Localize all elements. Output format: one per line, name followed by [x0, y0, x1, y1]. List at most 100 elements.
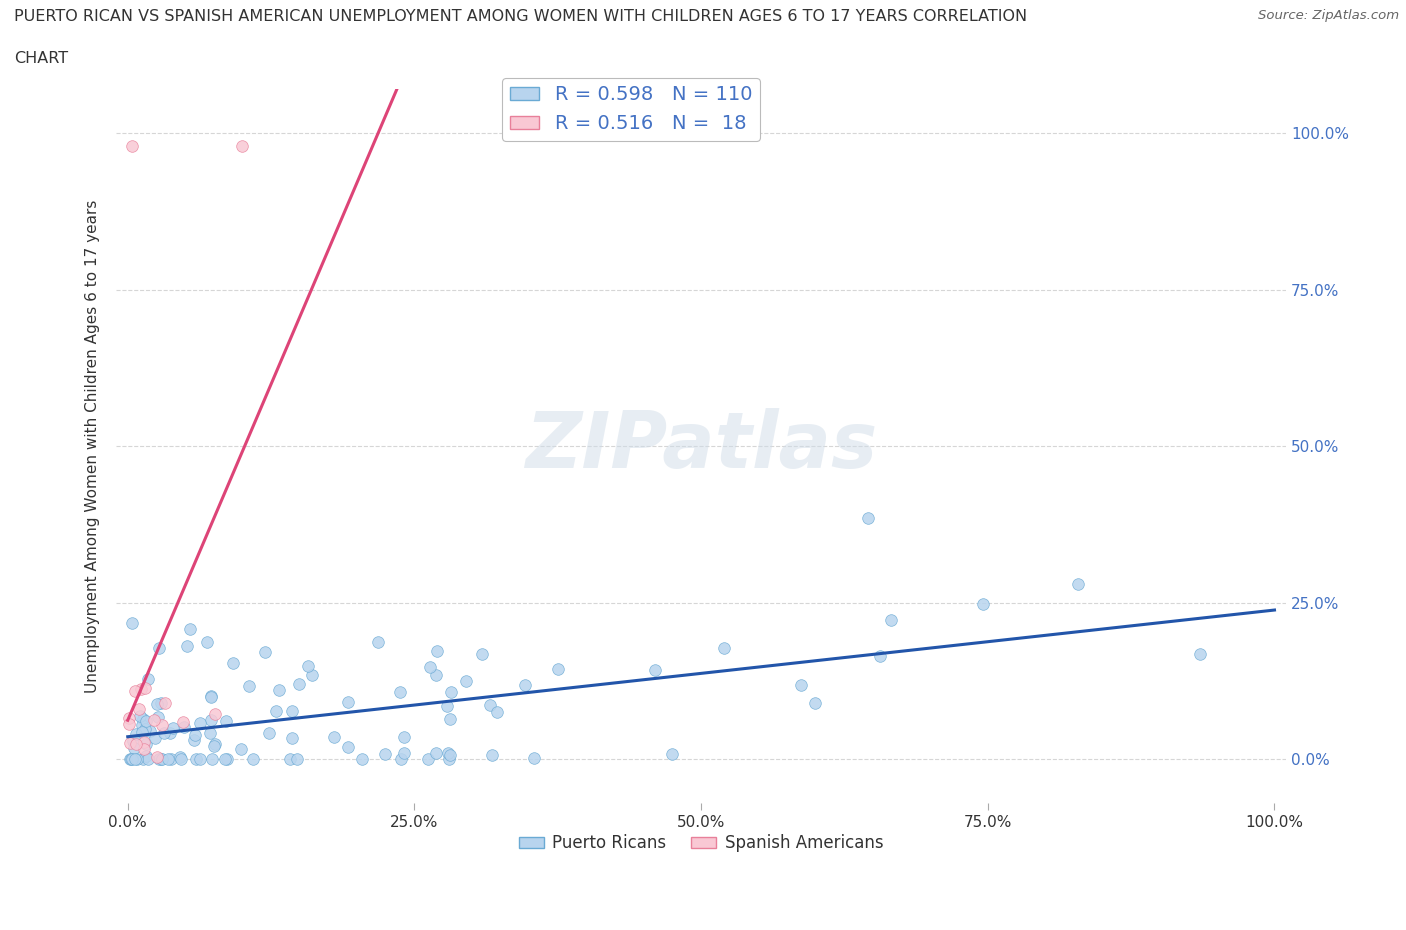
Point: [125, 727, 148, 742]
Point: [183, 732, 205, 747]
Point: [214, 751, 236, 766]
Point: [661, 747, 683, 762]
Point: [389, 751, 412, 766]
Point: [394, 746, 416, 761]
Point: [121, 751, 143, 766]
Point: [229, 741, 252, 756]
Point: [134, 681, 156, 696]
Point: [278, 751, 301, 766]
Point: [157, 751, 180, 766]
Legend: Puerto Ricans, Spanish Americans: Puerto Ricans, Spanish Americans: [512, 828, 890, 859]
Point: [120, 751, 142, 766]
Point: [142, 712, 165, 727]
Point: [336, 740, 359, 755]
Point: [217, 751, 239, 766]
Point: [644, 662, 666, 677]
Point: [804, 696, 827, 711]
Point: [439, 748, 461, 763]
Point: [522, 751, 544, 765]
Point: [159, 751, 181, 766]
Point: [179, 622, 201, 637]
Point: [485, 704, 508, 719]
Point: [184, 751, 207, 766]
Point: [1189, 647, 1212, 662]
Point: [280, 704, 302, 719]
Point: [124, 751, 146, 766]
Point: [972, 596, 994, 611]
Point: [222, 656, 245, 671]
Point: [204, 707, 226, 722]
Point: [479, 698, 502, 712]
Point: [146, 750, 169, 764]
Point: [128, 701, 150, 716]
Point: [136, 671, 159, 686]
Point: [122, 740, 145, 755]
Point: [135, 713, 157, 728]
Point: [437, 751, 460, 766]
Point: [132, 735, 155, 750]
Point: [148, 641, 170, 656]
Point: [323, 729, 346, 744]
Point: [790, 677, 813, 692]
Point: [129, 682, 152, 697]
Point: [159, 725, 181, 740]
Point: [440, 684, 463, 699]
Point: [127, 751, 149, 766]
Point: [1067, 577, 1090, 591]
Point: [336, 695, 359, 710]
Point: [176, 638, 198, 653]
Point: [437, 745, 460, 760]
Point: [118, 717, 141, 732]
Point: [184, 727, 207, 742]
Point: [131, 725, 153, 740]
Point: [173, 720, 195, 735]
Point: [238, 678, 260, 693]
Point: [374, 746, 396, 761]
Point: [425, 745, 447, 760]
Text: CHART: CHART: [14, 51, 67, 66]
Point: [242, 751, 264, 766]
Point: [200, 688, 222, 703]
Point: [146, 697, 169, 711]
Point: [436, 698, 458, 713]
Point: [150, 696, 173, 711]
Point: [118, 751, 141, 766]
Point: [281, 731, 304, 746]
Point: [419, 660, 441, 675]
Point: [301, 668, 323, 683]
Point: [202, 738, 225, 753]
Point: [350, 751, 373, 766]
Point: [253, 644, 276, 659]
Point: [471, 646, 494, 661]
Point: [152, 718, 174, 733]
Point: [285, 751, 308, 766]
Point: [153, 725, 176, 740]
Point: [122, 734, 145, 749]
Point: [200, 712, 222, 727]
Point: [266, 703, 288, 718]
Point: [146, 710, 169, 724]
Point: [515, 678, 537, 693]
Point: [547, 661, 569, 676]
Point: [367, 635, 389, 650]
Point: [136, 751, 159, 766]
Point: [143, 731, 166, 746]
Text: PUERTO RICAN VS SPANISH AMERICAN UNEMPLOYMENT AMONG WOMEN WITH CHILDREN AGES 6 T: PUERTO RICAN VS SPANISH AMERICAN UNEMPLO…: [14, 9, 1028, 24]
Point: [198, 726, 221, 741]
Point: [132, 711, 155, 726]
Point: [257, 725, 280, 740]
Point: [231, 139, 253, 153]
Point: [118, 711, 141, 725]
Point: [201, 751, 224, 766]
Text: ZIPatlas: ZIPatlas: [524, 408, 877, 485]
Point: [138, 724, 160, 738]
Point: [128, 709, 150, 724]
Point: [162, 721, 184, 736]
Point: [297, 658, 319, 673]
Point: [880, 612, 903, 627]
Point: [856, 510, 879, 525]
Point: [439, 712, 461, 727]
Point: [153, 696, 176, 711]
Point: [170, 751, 193, 766]
Point: [172, 715, 194, 730]
